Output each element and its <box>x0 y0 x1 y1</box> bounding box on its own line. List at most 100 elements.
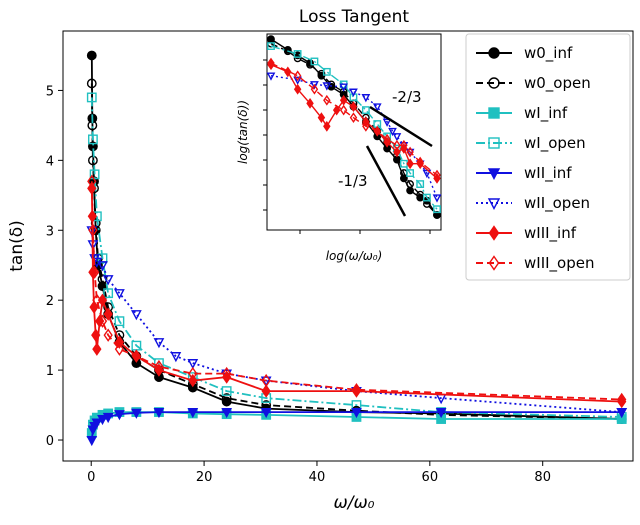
data-point-wII_inf <box>91 418 103 429</box>
data-point-wIII_inf <box>89 300 99 314</box>
data-point-wIII_open <box>188 366 198 381</box>
data-point-wIII_open <box>103 328 113 342</box>
data-point-wI_open <box>114 316 125 327</box>
inset-point-w0_open <box>293 54 302 63</box>
data-point-wIII_open <box>617 392 627 407</box>
legend-swatch-marker <box>488 47 500 59</box>
inset-point-wI_open <box>406 169 415 177</box>
legend-label: wI_inf <box>524 104 568 123</box>
legend-entry-w0_open: w0_open <box>476 74 591 93</box>
series-layer <box>86 50 628 447</box>
inset-point-wIII_inf <box>339 94 348 106</box>
inset-point-wIII_inf <box>293 83 302 95</box>
inset-point-wII_open <box>405 148 415 158</box>
inset-point-wII_open <box>392 133 402 142</box>
inset-point-wIII_open <box>393 139 401 151</box>
data-point-wII_open <box>114 289 125 300</box>
inset-point-wIII_open <box>373 125 381 137</box>
inset-point-wI_open <box>322 67 331 76</box>
data-point-w0_inf <box>221 396 232 407</box>
series-line-w0_open <box>90 83 622 420</box>
data-point-wIII_inf <box>91 328 101 342</box>
legend-swatch-marker <box>487 168 501 181</box>
data-point-wII_inf <box>86 435 98 447</box>
inset-point-wIII_open <box>433 169 441 181</box>
data-point-wIII_open <box>131 349 141 363</box>
series-wIII_inf <box>87 181 627 409</box>
legend-label: wIII_open <box>524 254 594 273</box>
inset-point-wI_open <box>423 193 431 202</box>
data-point-wIII_open <box>89 265 100 279</box>
data-point-wI_open <box>221 386 232 396</box>
inset-point-wII_open <box>322 82 332 91</box>
data-point-wII_inf <box>260 407 272 419</box>
inset-point-wIII_open <box>310 83 319 95</box>
y-tick-label: 5 <box>46 84 54 99</box>
inset-point-wIII_open <box>339 104 348 116</box>
inset-point-wIII_open <box>267 57 275 69</box>
ticks-layer: 0 20 40 60 80 0 1 2 3 4 5 <box>46 84 551 485</box>
y-tick-label: 3 <box>46 224 54 239</box>
y-tick-label: 1 <box>46 364 54 379</box>
inset-point-wI_open <box>433 205 441 214</box>
plot-frame <box>62 30 634 462</box>
y-tick-label: 4 <box>46 154 54 169</box>
inset-point-wIII_inf <box>349 101 358 113</box>
data-point-wI_open <box>103 288 114 299</box>
inset-point-wII_open <box>293 76 302 85</box>
inset-point-wI_open <box>310 57 319 66</box>
data-point-wIII_inf <box>103 307 113 321</box>
data-point-wII_inf <box>153 407 165 419</box>
legend-entry-w0_inf: w0_inf <box>476 44 573 63</box>
inset-point-wIII_open <box>362 120 370 132</box>
data-point-wII_open <box>97 261 108 272</box>
data-point-wI_open <box>89 169 100 180</box>
inset-point-wIII_open <box>406 146 414 158</box>
inset-point-wII_open <box>382 118 392 127</box>
legend-label: wII_inf <box>524 164 572 183</box>
data-point-wII_inf <box>97 414 108 426</box>
inset-point-wIII_open <box>400 139 408 151</box>
inset-point-wII_open <box>349 88 358 97</box>
inset-point-wIII_inf <box>406 158 414 170</box>
data-point-wII_inf <box>114 410 125 421</box>
data-point-wII_inf <box>187 407 199 419</box>
data-point-w0_open <box>221 393 232 403</box>
legend-swatch-marker <box>488 77 500 89</box>
inset-point-wIII_open <box>349 112 358 124</box>
data-point-wIII_inf <box>88 265 98 279</box>
data-point-wII_inf <box>221 407 233 419</box>
inset-point-wII_open <box>361 94 371 103</box>
inset-frame <box>266 33 442 231</box>
y-tick-label: 0 <box>46 434 54 449</box>
legend-swatch-marker <box>488 255 500 271</box>
legend-entry-wIII_inf: wIII_inf <box>476 224 577 243</box>
data-point-wIII_inf <box>188 373 198 388</box>
legend-swatch-marker <box>488 137 500 149</box>
legend-frame <box>465 33 631 281</box>
data-point-wIII_open <box>114 342 125 356</box>
data-point-wIII_open <box>97 314 108 328</box>
data-point-wII_open <box>131 310 142 321</box>
data-point-wII_inf <box>102 412 114 424</box>
x-tick-label: 60 <box>422 470 439 485</box>
inset-point-wII_open <box>422 169 432 179</box>
inset-point-wII_open <box>339 83 349 92</box>
inset-point-wIII_inf <box>317 112 326 124</box>
series-wIII_open <box>87 174 627 407</box>
inset-point-wIII_open <box>323 94 331 106</box>
data-point-wIII_open <box>87 174 97 189</box>
inset-point-wII_open <box>310 81 319 90</box>
inset-point-wIII_open <box>383 133 391 145</box>
data-point-w0_inf <box>86 50 97 61</box>
inset-point-w0_open <box>406 180 415 188</box>
slope-annotation-lower: -1/3 <box>338 172 368 190</box>
inset-point-wII_open <box>388 127 397 137</box>
legend-swatch-marker <box>487 198 501 211</box>
series-line-wIII_open <box>90 181 622 401</box>
data-point-wIII_open <box>154 359 164 374</box>
inset-point-wIII_open <box>416 156 424 168</box>
data-point-wIII_open <box>92 293 102 307</box>
inset-series-wIII_open <box>267 57 441 181</box>
